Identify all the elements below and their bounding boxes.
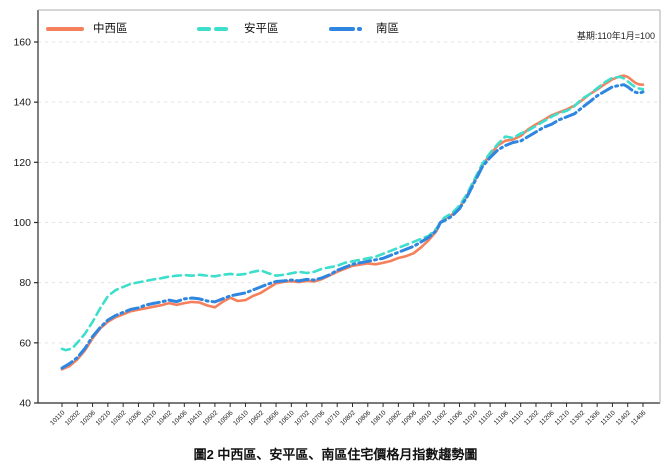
x-tick-label: 11002 — [431, 409, 449, 427]
chart-caption: 圖2 中西區、安平區、南區住宅價格月指數趨勢圖 — [193, 447, 478, 462]
legend: 中西區 安平區 南區 — [0, 20, 671, 38]
x-tick-label: 11302 — [569, 409, 587, 427]
legend-item-zhongxi: 中西區 — [46, 20, 128, 38]
x-tick-label: 10710 — [324, 409, 342, 427]
legend-label-nanqu: 南區 — [376, 23, 399, 35]
x-tick-label: 10402 — [156, 409, 174, 427]
x-tick-label: 11006 — [447, 409, 465, 427]
gridlines — [38, 41, 660, 344]
x-tick-label: 10202 — [64, 409, 82, 427]
y-tick-label: 120 — [13, 157, 31, 169]
y-tick-label: 60 — [19, 337, 31, 349]
x-tick-label: 10706 — [309, 409, 327, 427]
x-tick-label: 11402 — [615, 409, 633, 427]
y-tick-label: 80 — [19, 277, 31, 289]
legend-swatch-solid-line-icon — [46, 27, 84, 31]
x-tick-label: 10206 — [79, 409, 97, 427]
x-tick-label: 10610 — [278, 409, 296, 427]
x-tick-label: 10910 — [416, 409, 434, 427]
x-tick-label: 10606 — [263, 409, 281, 427]
x-tick-label: 10802 — [339, 409, 357, 427]
y-tick-label: 40 — [19, 398, 31, 410]
series-line-2 — [60, 83, 645, 370]
x-tick-label: 11406 — [630, 409, 648, 427]
x-tick-label: 11210 — [554, 409, 572, 427]
x-tick-label: 11102 — [477, 409, 494, 426]
x-tick-label: 10306 — [125, 409, 143, 427]
x-tick-label: 10406 — [171, 409, 189, 427]
legend-swatch-dashdot-line-icon — [329, 27, 367, 31]
x-tick-label: 10506 — [217, 409, 235, 427]
legend-label-anping: 安平區 — [244, 23, 279, 35]
x-tick-label: 10702 — [293, 409, 311, 427]
y-tick-label: 100 — [13, 217, 31, 229]
x-tick-label: 11010 — [462, 409, 480, 427]
x-tick-label: 10602 — [247, 409, 265, 427]
x-tick-label: 10902 — [385, 409, 403, 427]
x-tick-label: 11310 — [599, 409, 617, 427]
plot-spines — [37, 9, 661, 404]
legend-item-anping: 安平區 — [197, 20, 279, 38]
x-tick-label: 11306 — [584, 409, 602, 427]
y-tick-label: 140 — [13, 97, 31, 109]
x-tick-label: 10810 — [370, 409, 388, 427]
x-tick-label: 11110 — [508, 409, 525, 426]
x-tick-label: 10502 — [202, 409, 220, 427]
legend-swatch-dashed-line-icon — [197, 27, 235, 31]
x-tick-label: 11106 — [493, 409, 510, 426]
x-tick-label: 10110 — [49, 409, 67, 427]
x-tick-label: 10410 — [186, 409, 204, 427]
x-axis: 1011010202102061021010302103061031010402… — [49, 403, 648, 427]
x-tick-label: 10210 — [95, 409, 113, 427]
series-line-0 — [60, 74, 645, 371]
legend-item-nanqu: 南區 — [329, 20, 399, 38]
series-line-1 — [60, 75, 645, 352]
x-tick-label: 11206 — [538, 409, 556, 427]
y-tick-label: 160 — [13, 37, 31, 49]
x-tick-label: 11202 — [523, 409, 541, 427]
y-axis: 40 60 80 100 120 140 160 — [13, 37, 38, 410]
x-tick-label: 10310 — [140, 409, 158, 427]
base-period-note: 基期:110年1月=100 — [576, 31, 655, 41]
legend-label-zhongxi: 中西區 — [93, 23, 128, 35]
x-tick-label: 10302 — [110, 409, 128, 427]
x-tick-label: 10806 — [354, 409, 372, 427]
x-tick-label: 10510 — [232, 409, 250, 427]
x-tick-label: 10906 — [400, 409, 418, 427]
